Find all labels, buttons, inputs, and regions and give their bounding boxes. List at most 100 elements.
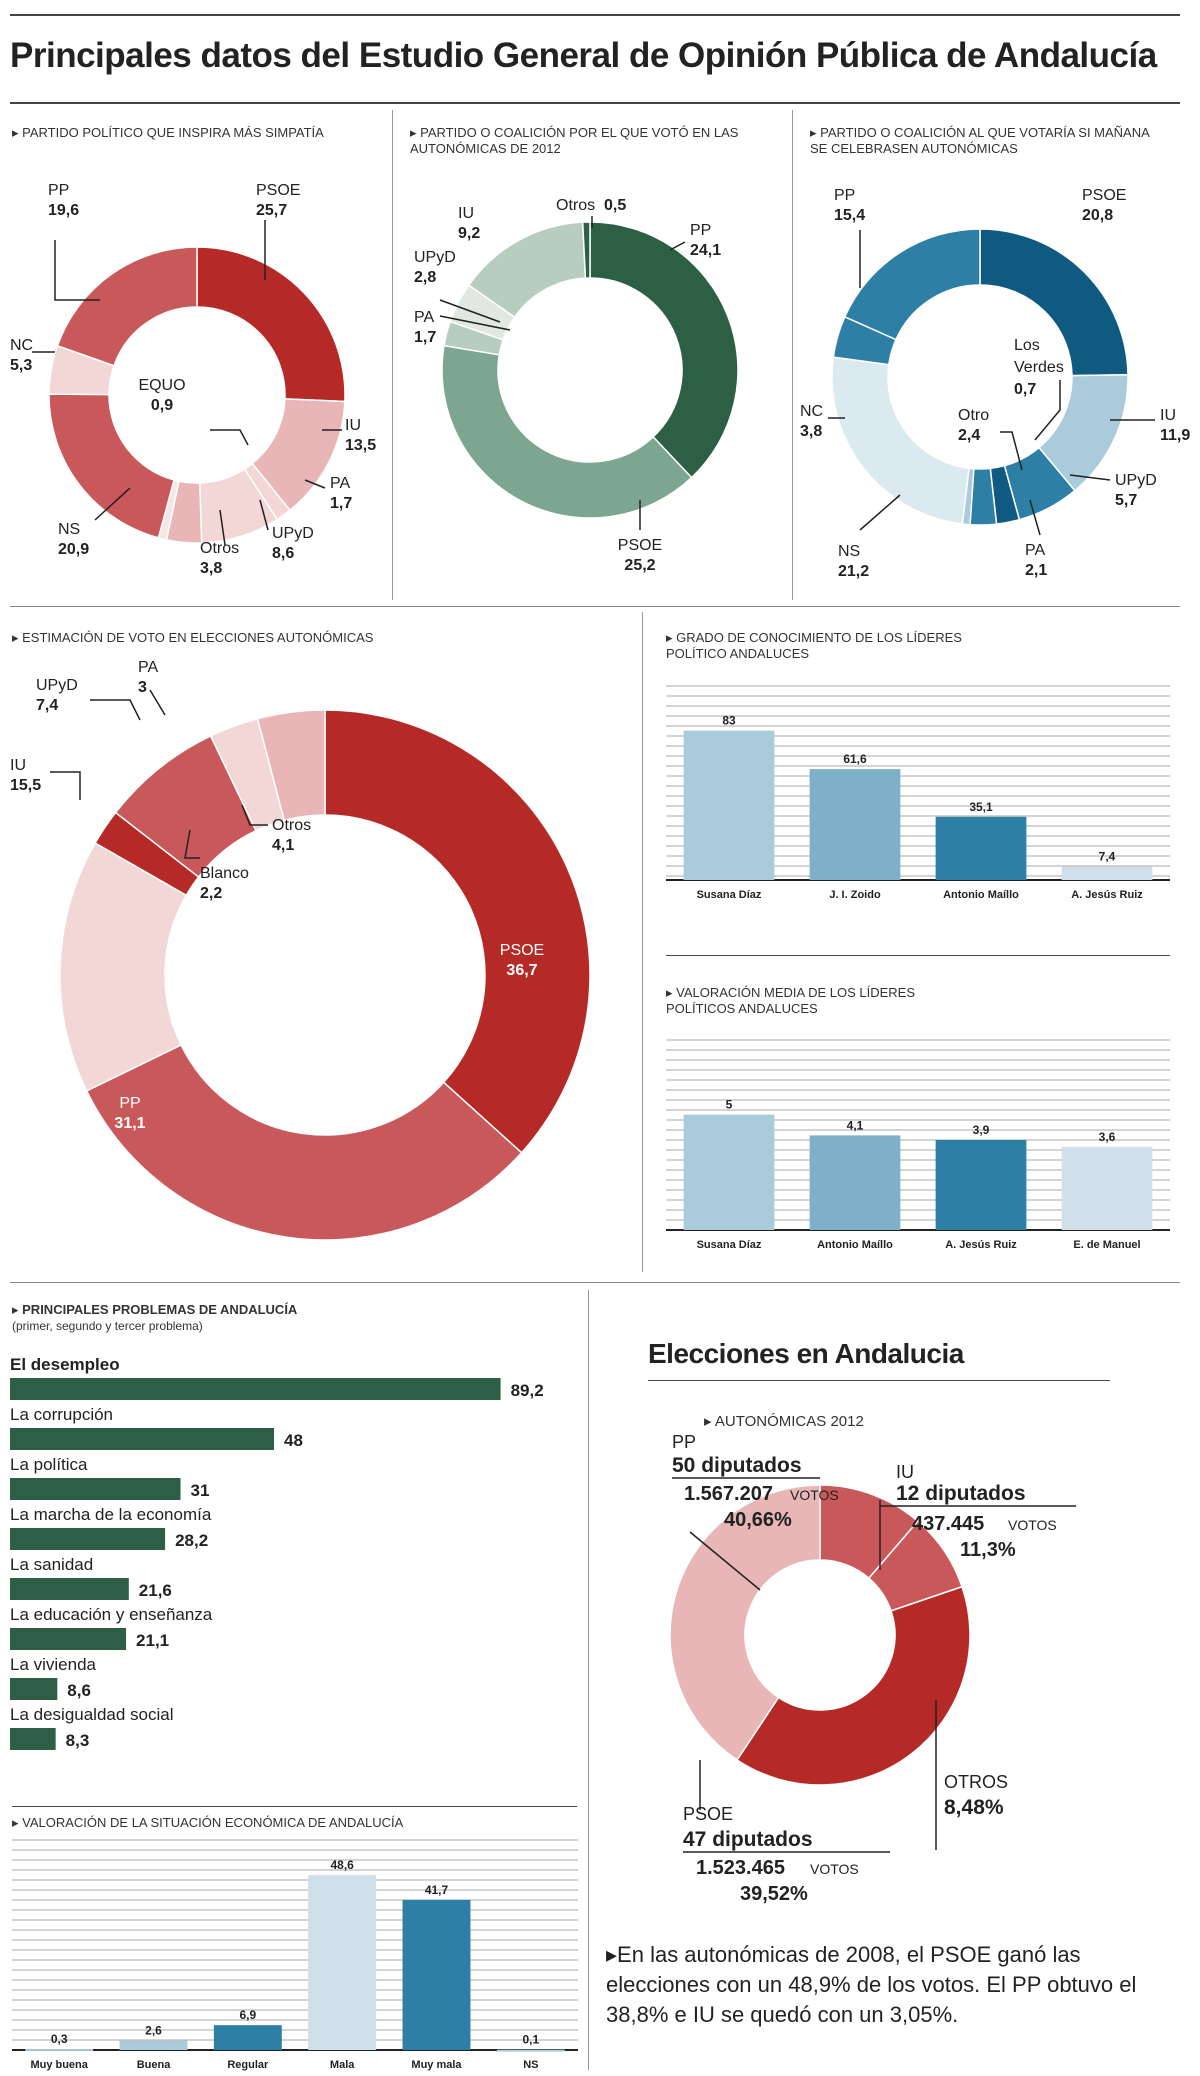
bar-j-i-zoido [809, 769, 901, 880]
leader-pa-est [149, 689, 166, 716]
slice-otros [581, 221, 591, 279]
slice-label-otros: Otros [272, 817, 311, 834]
problem-label: El desempleo [10, 1355, 120, 1374]
section-title-economia: ▸ VALORACIÓN DE LA SITUACIÓN ECONÓMICA D… [12, 1815, 404, 1830]
leader-pp-2012 [669, 241, 686, 251]
votes-unit-pp: VOTOS [790, 1487, 839, 1503]
slice-label-psoe: PSOE [1082, 187, 1126, 204]
bar-value: 4,1 [847, 1118, 864, 1132]
slice-value-los-verdes: 0,7 [1014, 381, 1036, 398]
slice-value-pp: 31,1 [114, 1115, 145, 1132]
slice-pp [843, 228, 981, 341]
leader-pp [54, 240, 100, 301]
slice-label-equo: EQUO [138, 377, 185, 394]
slice-value-pa: 2,1 [1025, 562, 1047, 579]
bar-category: Mala [330, 2059, 355, 2071]
leader-upyd-2012 [439, 299, 501, 323]
slice-label-nc: NC [800, 403, 823, 420]
title-rule [10, 102, 1180, 104]
slice-value-otros: 3,8 [200, 560, 222, 577]
slice-label-iu: IU [1160, 407, 1176, 424]
bar-regular [213, 2025, 282, 2050]
slice-pp [589, 221, 739, 479]
bar-susana-díaz [683, 730, 775, 880]
bar-mala [308, 1875, 377, 2050]
problem-bar [10, 1728, 56, 1750]
votes-unit-psoe: VOTOS [810, 1861, 859, 1877]
slice-value-pa: 1,7 [330, 495, 352, 512]
bar-category: J. I. Zoido [829, 889, 881, 901]
bar-antonio-maíllo [809, 1135, 901, 1230]
section-label: PRINCIPALES PROBLEMAS DE ANDALUCÍA [22, 1302, 298, 1317]
slice-value-ns: 20,9 [58, 541, 89, 558]
leader-pa [304, 479, 326, 489]
bar-susana-díaz [683, 1114, 775, 1230]
bar-category: Muy mala [411, 2059, 462, 2071]
slice-label-los-verdes-1: Los [1014, 337, 1040, 354]
section-label: ESTIMACIÓN DE VOTO EN ELECCIONES AUTONÓM… [22, 630, 374, 645]
leader-otro-vot [1000, 431, 1023, 471]
footnote: ▸En las autonómicas de 2008, el PSOE gan… [606, 1942, 1137, 2027]
problem-bar [10, 1628, 127, 1650]
leader-pa-vot [1029, 499, 1041, 536]
bar-ns [496, 2049, 565, 2052]
section-sublabel: (primer, segundo y tercer problema) [12, 1319, 203, 1333]
section-label: VALORACIÓN DE LA SITUACIÓN ECONÓMICA DE … [22, 1815, 404, 1830]
slice-psoe [736, 1585, 971, 1786]
slice-label-upyd: UPyD [1115, 472, 1157, 489]
slice-label-pp: PP [119, 1095, 140, 1112]
problem-value: 31 [191, 1481, 210, 1500]
bar-value: 48,6 [330, 1858, 354, 1872]
top-rule [10, 14, 1180, 16]
bar-value: 0,3 [51, 2032, 68, 2046]
slice-pp [85, 1043, 523, 1241]
section-title-estimacion: ▸ ESTIMACIÓN DE VOTO EN ELECCIONES AUTON… [12, 630, 374, 645]
bar-value: 5 [726, 1098, 733, 1112]
leader-upyd [259, 499, 269, 531]
bar-value: 61,6 [843, 752, 867, 766]
slice-label-pa: PA [330, 475, 350, 492]
problem-value: 89,2 [511, 1381, 544, 1400]
slice-value-pp: 15,4 [834, 207, 865, 224]
slice-value-psoe: 20,8 [1082, 207, 1113, 224]
slice-value-otros: 4,1 [272, 837, 294, 854]
slice-label-pa: PA [1025, 542, 1045, 559]
bar-value: 2,6 [145, 2024, 162, 2038]
slice-label-blanco: Blanco [200, 865, 249, 882]
slice-label-upyd: UPyD [36, 677, 78, 694]
seats-pp-2012: 50 diputados [672, 1454, 802, 1477]
section-label: AUTONÓMICAS 2012 [714, 1413, 864, 1430]
leader-ns [94, 487, 131, 521]
label-otros-2012: OTROS [944, 1772, 1008, 1792]
slice-value-upyd: 2,8 [414, 269, 436, 286]
slice-value-blanco: 2,2 [200, 885, 222, 902]
slice-label-otros: Otros [200, 540, 239, 557]
bar-value: 7,4 [1099, 850, 1116, 864]
bar-value: 35,1 [969, 800, 993, 814]
slice-value-ns: 21,2 [838, 563, 869, 580]
problem-bar [10, 1578, 129, 1600]
elecciones-title: Elecciones en Andalucia [648, 1338, 964, 1369]
slice-label-pp: PP [834, 187, 855, 204]
section-label: PARTIDO O COALICIÓN AL QUE VOTARÍA SI MA… [810, 125, 1150, 156]
bar-muy-buena [25, 2048, 94, 2051]
slice-otros [256, 709, 326, 822]
problem-label: La sanidad [10, 1555, 93, 1574]
bar-category: Antonio Maíllo [943, 889, 1019, 901]
slice-value-nc: 5,3 [10, 357, 32, 374]
label-iu-2012: IU [896, 1462, 914, 1482]
problem-value: 28,2 [175, 1531, 208, 1550]
bar-value: 83 [722, 714, 736, 728]
section-title-problemas: ▸ PRINCIPALES PROBLEMAS DE ANDALUCÍA (pri… [12, 1302, 298, 1333]
slice-value-pa: 1,7 [414, 329, 436, 346]
elecciones-rule [648, 1380, 1110, 1381]
slice-ns [831, 356, 970, 525]
bar-value: 3,6 [1099, 1130, 1116, 1144]
problem-label: La educación y enseñanza [10, 1605, 213, 1624]
problem-value: 8,3 [66, 1731, 90, 1750]
slice-value-psoe: 36,7 [506, 962, 537, 979]
bar-a-jesús-ruiz [935, 1140, 1027, 1230]
problem-label: La desigualdad social [10, 1705, 174, 1724]
page-title: Principales datos del Estudio General de… [10, 36, 1157, 75]
